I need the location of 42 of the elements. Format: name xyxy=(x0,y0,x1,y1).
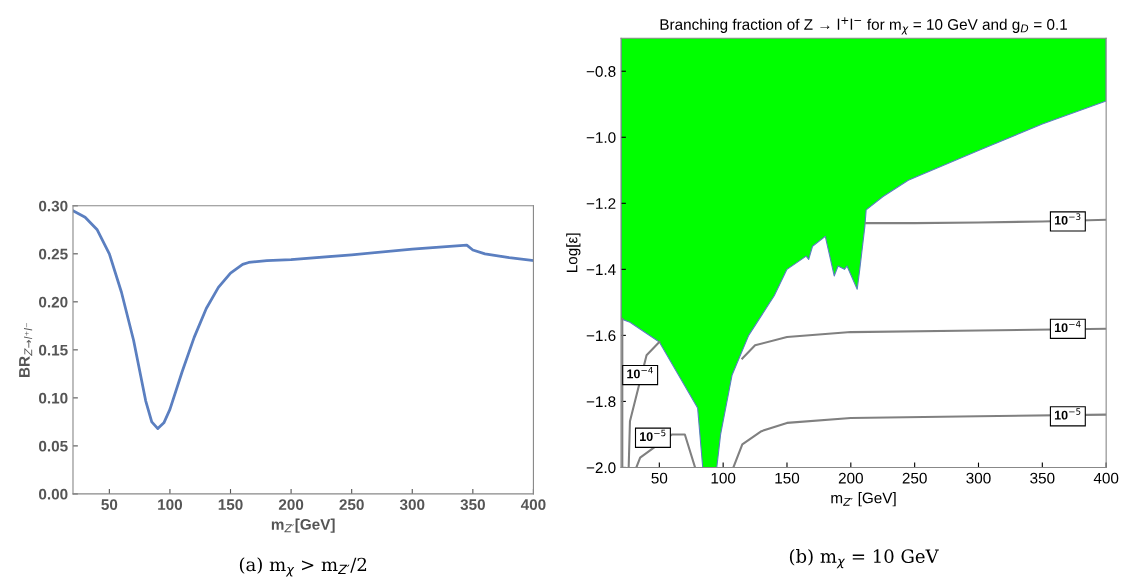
y-tick-label: 0.05 xyxy=(39,440,68,452)
chart-title: Branching fraction of Z → l$^{+}$l$^{−}$ for m$_{χ}$ = 10 GeV and g$_{D}$ = 0.1 xyxy=(660,17,1067,35)
x-tick-label: 400 xyxy=(1093,472,1119,484)
annotation: 10$^{−5}$ xyxy=(640,429,666,442)
annotation: 10$^{−4}$ xyxy=(1054,320,1081,333)
x-tick-label: 150 xyxy=(218,499,243,510)
y-tick-label: −1.8 xyxy=(586,396,616,408)
x-tick-label: 100 xyxy=(711,472,736,484)
x-tick-label: 150 xyxy=(775,472,800,484)
y-tick-label: −1.6 xyxy=(586,330,616,342)
y-tick-label: 0.10 xyxy=(39,392,68,404)
y-tick-label: −0.8 xyxy=(586,66,616,77)
y-tick-label: −1.4 xyxy=(586,264,616,275)
y-tick-label: 0.15 xyxy=(39,344,68,356)
annotation: 10$^{−4}$ xyxy=(627,366,653,379)
x-tick-label: 250 xyxy=(902,472,927,484)
x-axis-title: m$_{Z′}$[GeV] xyxy=(271,518,335,533)
x-tick-label: 100 xyxy=(158,499,183,510)
x-tick-label: 300 xyxy=(399,499,425,511)
text: (a) m$_{χ}$ > m$_{Z′}$/2 xyxy=(239,557,367,577)
y-tick-label: 0.00 xyxy=(39,488,68,500)
y-axis-title: Log[ε] xyxy=(566,233,581,272)
y-axis-title: BR$_{Z→l⁺l⁻}$ xyxy=(19,322,33,377)
x-tick-label: 350 xyxy=(460,499,485,511)
x-axis-title: m$_{Z′}$ [GeV] xyxy=(831,492,896,507)
text: (b) m$_{χ}$ = 10 GeV xyxy=(789,549,939,569)
y-tick-label: −2.0 xyxy=(586,462,616,474)
annotation: 10$^{−3}$ xyxy=(1054,213,1081,225)
annotation: 10$^{−5}$ xyxy=(1054,408,1081,420)
x-tick-label: 50 xyxy=(651,472,668,484)
x-tick-label: 50 xyxy=(101,499,118,510)
y-tick-label: −1.0 xyxy=(586,132,616,143)
x-tick-label: 400 xyxy=(520,499,546,510)
x-tick-label: 350 xyxy=(1030,472,1055,484)
y-tick-label: −1.2 xyxy=(586,198,616,209)
y-tick-label: 0.25 xyxy=(39,248,68,260)
x-tick-label: 200 xyxy=(278,499,304,510)
x-tick-label: 300 xyxy=(966,472,991,484)
x-tick-label: 250 xyxy=(339,499,364,510)
y-tick-label: 0.30 xyxy=(39,200,68,212)
x-tick-label: 200 xyxy=(838,472,863,484)
y-tick-label: 0.20 xyxy=(39,296,68,308)
